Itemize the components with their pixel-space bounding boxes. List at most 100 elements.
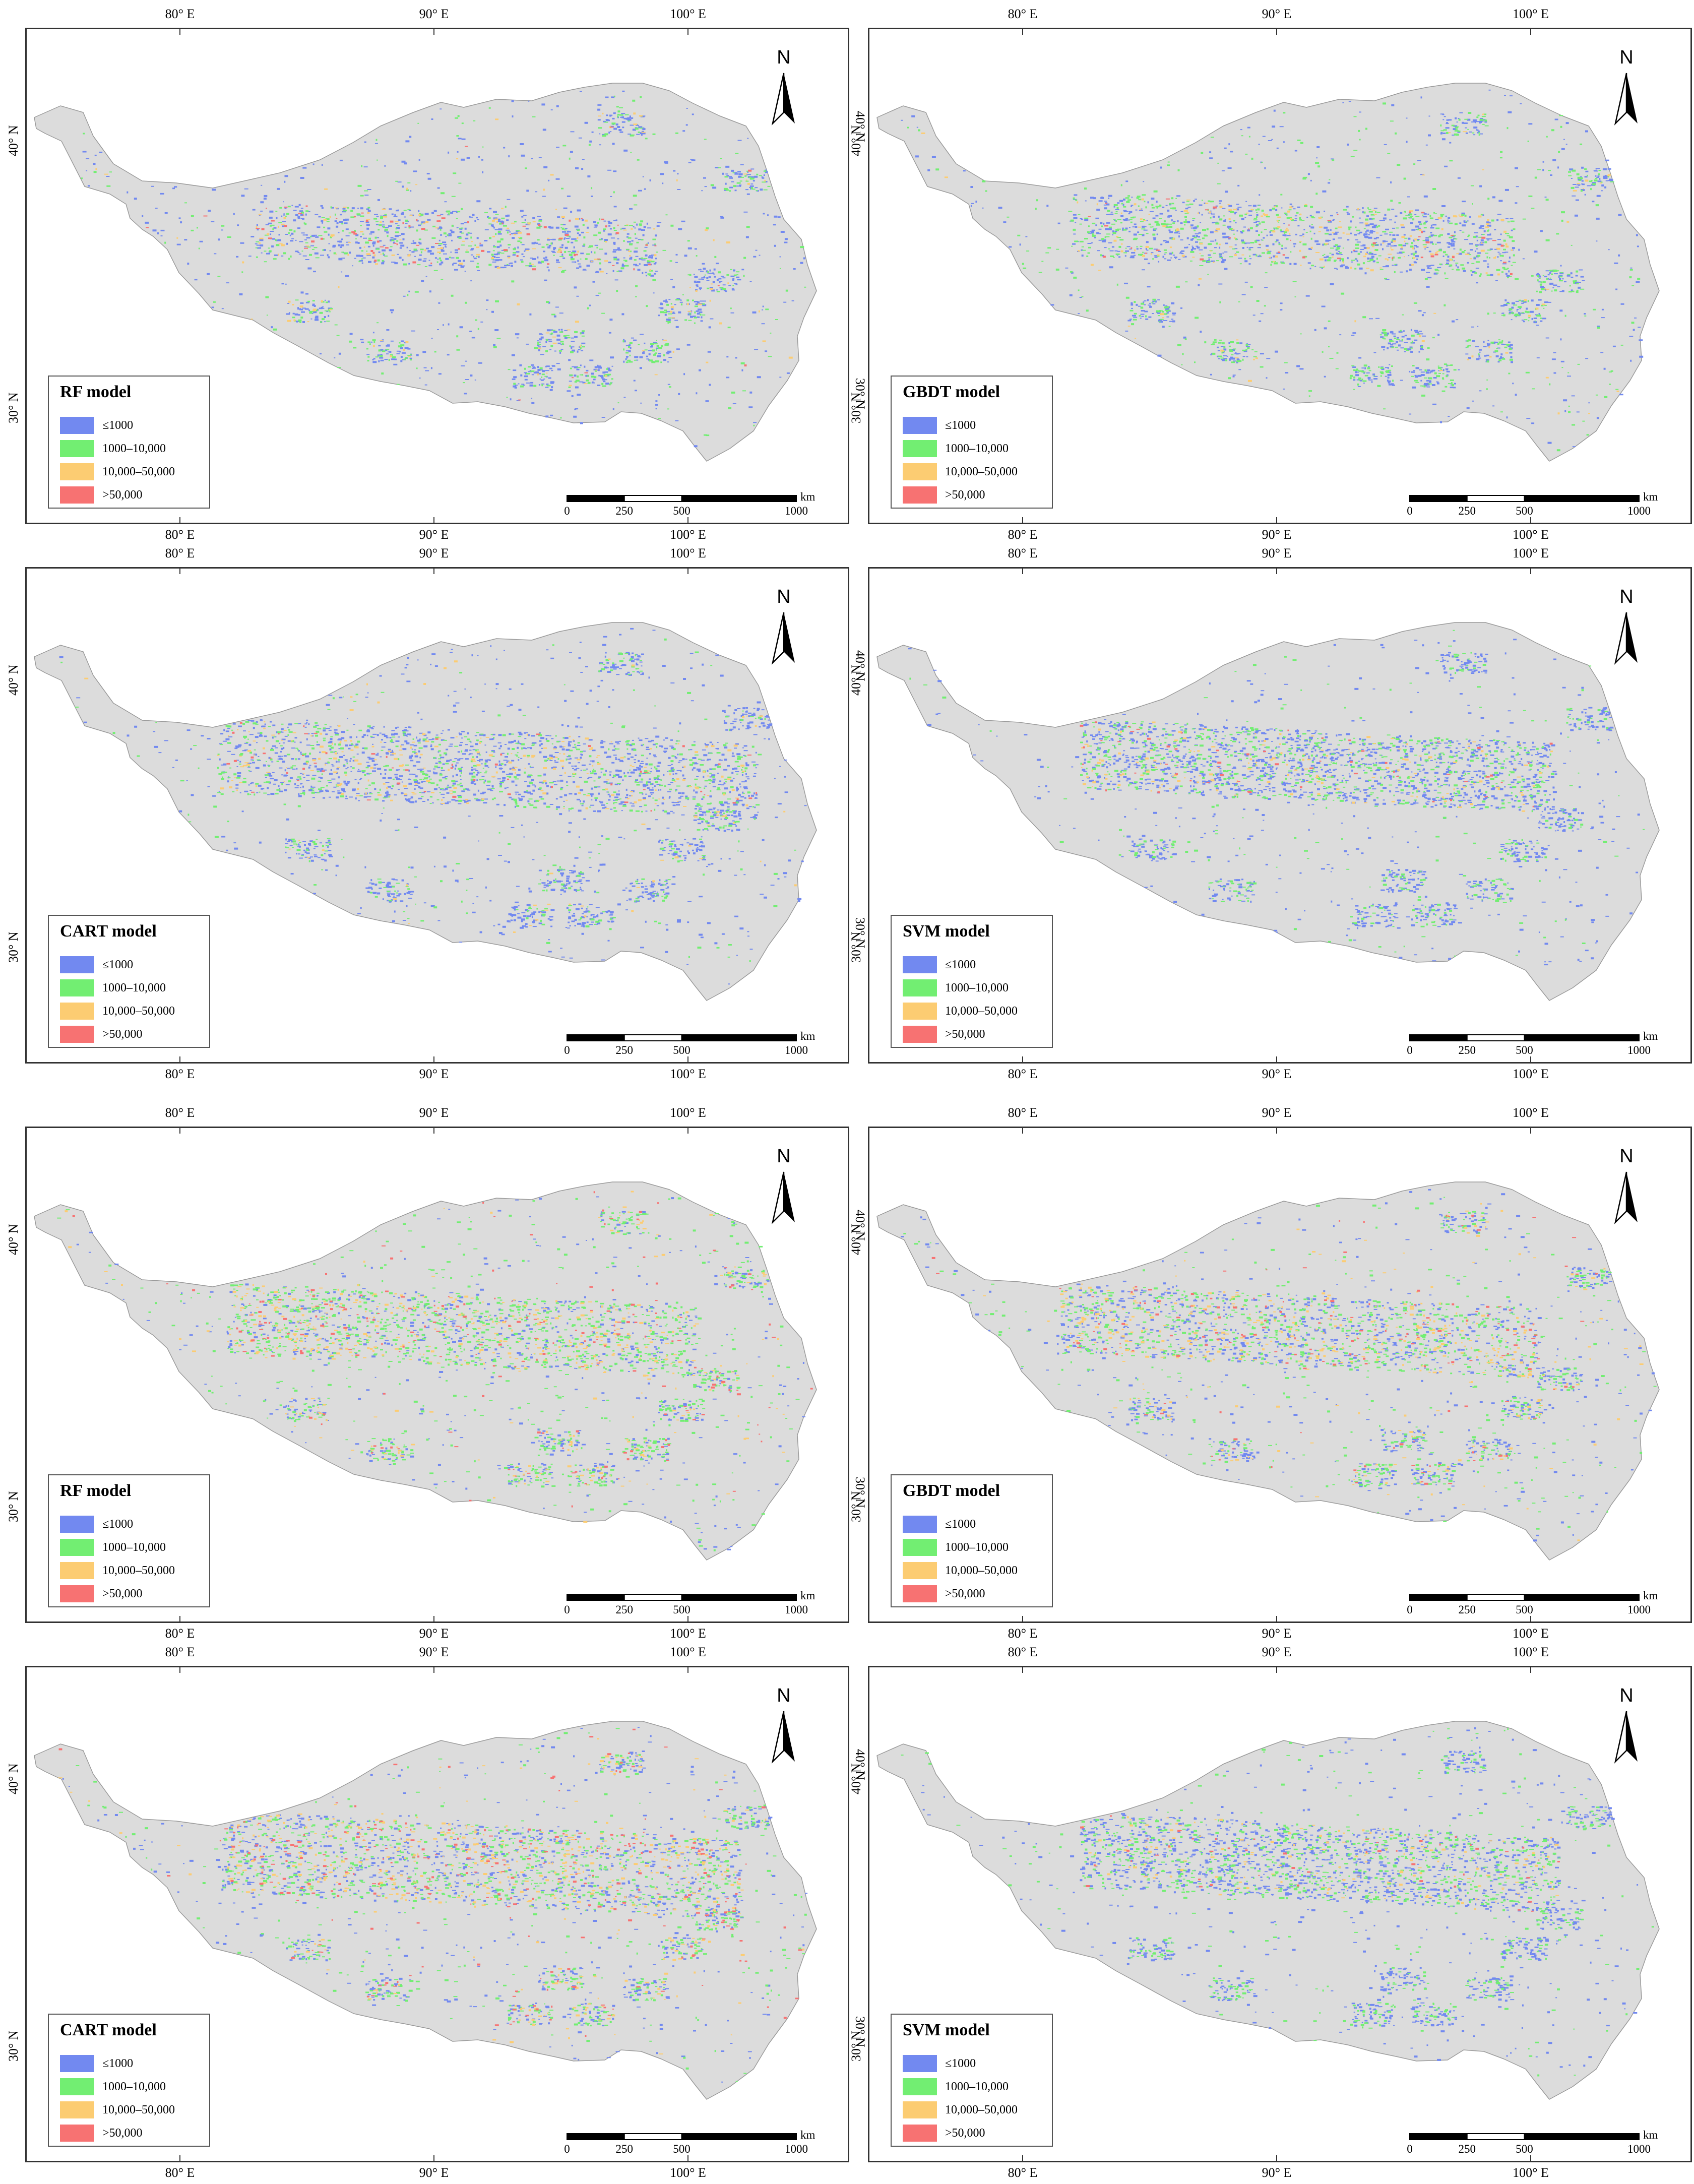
scale-tick-label: 0 (564, 1603, 570, 1616)
lon-label-bottom: 80° E (165, 1626, 195, 1641)
scale-bar-segment (1409, 1034, 1468, 1041)
lon-label-bottom: 100° E (1513, 527, 1549, 542)
lat-label-left: 40° N (6, 664, 21, 696)
north-arrow-icon (771, 612, 795, 665)
scale-tick-label: 500 (1516, 505, 1533, 517)
scale-tick-label: 250 (1458, 1603, 1476, 1616)
legend-swatch (60, 463, 94, 480)
scale-tick-label: 0 (1407, 1044, 1413, 1056)
legend-label: 10,000–50,000 (945, 1005, 1018, 1018)
lat-label-left: 30° N (849, 392, 863, 423)
legend-label: ≤1000 (945, 1518, 976, 1531)
scale-bar-segment (1409, 2133, 1468, 2140)
legend-swatch (60, 1516, 94, 1533)
legend-title: GBDT model (903, 1481, 1000, 1500)
legend-label: 1000–10,000 (102, 442, 166, 455)
map-panel-b-rf: N 80° E 80° E 90° E 90° E 100° E 100° E 40° N 40… (6, 1105, 867, 1641)
scale-tick-label: 250 (1458, 2143, 1476, 2155)
scale-unit-label: km (1643, 1589, 1658, 1602)
legend-swatch (903, 2078, 937, 2095)
legend-swatch (903, 417, 937, 434)
legend-swatch (60, 440, 94, 457)
legend-title: RF model (60, 383, 132, 401)
legend-swatch (903, 956, 937, 973)
north-label: N (1619, 1685, 1634, 1706)
lat-label-left: 40° N (849, 664, 863, 696)
scale-bar-segment (1466, 495, 1525, 502)
lon-label-top: 80° E (1008, 7, 1038, 21)
legend-swatch (903, 486, 937, 504)
legend-swatch (903, 1516, 937, 1533)
lon-label-top: 90° E (1262, 7, 1292, 21)
north-label: N (777, 586, 791, 607)
prediction-raster (58, 1727, 808, 2083)
lon-label-bottom: 90° E (419, 1067, 449, 1081)
scale-bar-segment (567, 1594, 625, 1601)
plateau-outline (876, 1721, 1660, 2100)
legend-swatch (60, 1585, 94, 1602)
scale-tick-label: 500 (1516, 1044, 1533, 1056)
scale-unit-label: km (1643, 1030, 1658, 1042)
scale-tick-label: 0 (564, 505, 570, 517)
lon-label-bottom: 90° E (1262, 1626, 1292, 1641)
scale-tick-label: 0 (1407, 505, 1413, 517)
legend-swatch (903, 1003, 937, 1020)
north-arrow-icon (1614, 73, 1638, 126)
legend: CART model ≤1000 1000–10,000 10,000–50,000 >… (48, 915, 210, 1048)
legend: CART model ≤1000 1000–10,000 10,000–50,000 >… (48, 2014, 210, 2147)
map-panel-a-cart: N 80° E 80° E 90° E 90° E 100° E 100° E 40° N 40… (6, 546, 867, 1081)
scale-tick-label: 1000 (1627, 505, 1651, 517)
scale-tick-label: 250 (1458, 505, 1476, 517)
legend-label: 10,000–50,000 (102, 1564, 175, 1577)
lat-label-left: 30° N (849, 2030, 863, 2062)
lon-label-bottom: 100° E (670, 527, 706, 542)
lon-label-bottom: 100° E (1513, 2165, 1549, 2180)
legend-label: 1000–10,000 (102, 1541, 166, 1554)
north-arrow-icon (1614, 1711, 1638, 1764)
legend-label: >50,000 (102, 1028, 143, 1041)
scale-tick-label: 0 (564, 1044, 570, 1056)
plateau-outline (876, 622, 1660, 1001)
scale-bar-segment (623, 1594, 682, 1601)
lon-label-bottom: 80° E (165, 1067, 195, 1081)
legend-label: >50,000 (102, 1587, 143, 1600)
lon-label-bottom: 100° E (670, 1067, 706, 1081)
north-label: N (1619, 586, 1634, 607)
legend-label: 1000–10,000 (945, 981, 1009, 994)
scale-bar-segment (1524, 495, 1640, 502)
scale-tick-label: 500 (673, 1603, 691, 1616)
scale-unit-label: km (800, 1589, 815, 1602)
legend-swatch (60, 417, 94, 434)
legend-label: ≤1000 (102, 1518, 134, 1531)
lon-label-bottom: 80° E (1008, 1067, 1038, 1081)
legend-label: ≤1000 (945, 2057, 976, 2070)
lon-label-bottom: 80° E (1008, 527, 1038, 542)
north-label: N (1619, 1146, 1634, 1167)
legend-swatch (903, 1539, 937, 1556)
scale-tick-label: 250 (1458, 1044, 1476, 1056)
legend-swatch (60, 1003, 94, 1020)
north-arrow-icon (771, 1171, 795, 1224)
lon-label-top: 100° E (1513, 1105, 1549, 1120)
legend-swatch (903, 2055, 937, 2072)
scale-bar-segment (1466, 1034, 1525, 1041)
scale-tick-label: 1000 (785, 1044, 808, 1056)
scale-unit-label: km (800, 1030, 815, 1042)
north-arrow-icon (771, 73, 795, 126)
legend-label: 1000–10,000 (102, 981, 166, 994)
legend-label: >50,000 (102, 2127, 143, 2140)
legend-swatch (903, 979, 937, 996)
scale-tick-label: 250 (615, 2143, 634, 2155)
map-panel-b-cart: N 80° E 80° E 90° E 90° E 100° E 100° E 40° N 40… (6, 1645, 867, 2180)
scale-tick-label: 1000 (1627, 1603, 1651, 1616)
legend-title: SVM model (903, 922, 990, 941)
scale-bar-segment (567, 1034, 625, 1041)
legend-swatch (60, 1562, 94, 1579)
scale-tick-label: 0 (1407, 2143, 1413, 2155)
legend-label: 1000–10,000 (945, 442, 1009, 455)
scale-bar-segment (623, 495, 682, 502)
legend-swatch (60, 956, 94, 973)
scale-tick-label: 500 (673, 2143, 691, 2155)
legend-label: 10,000–50,000 (102, 1005, 175, 1018)
lon-label-bottom: 80° E (165, 527, 195, 542)
